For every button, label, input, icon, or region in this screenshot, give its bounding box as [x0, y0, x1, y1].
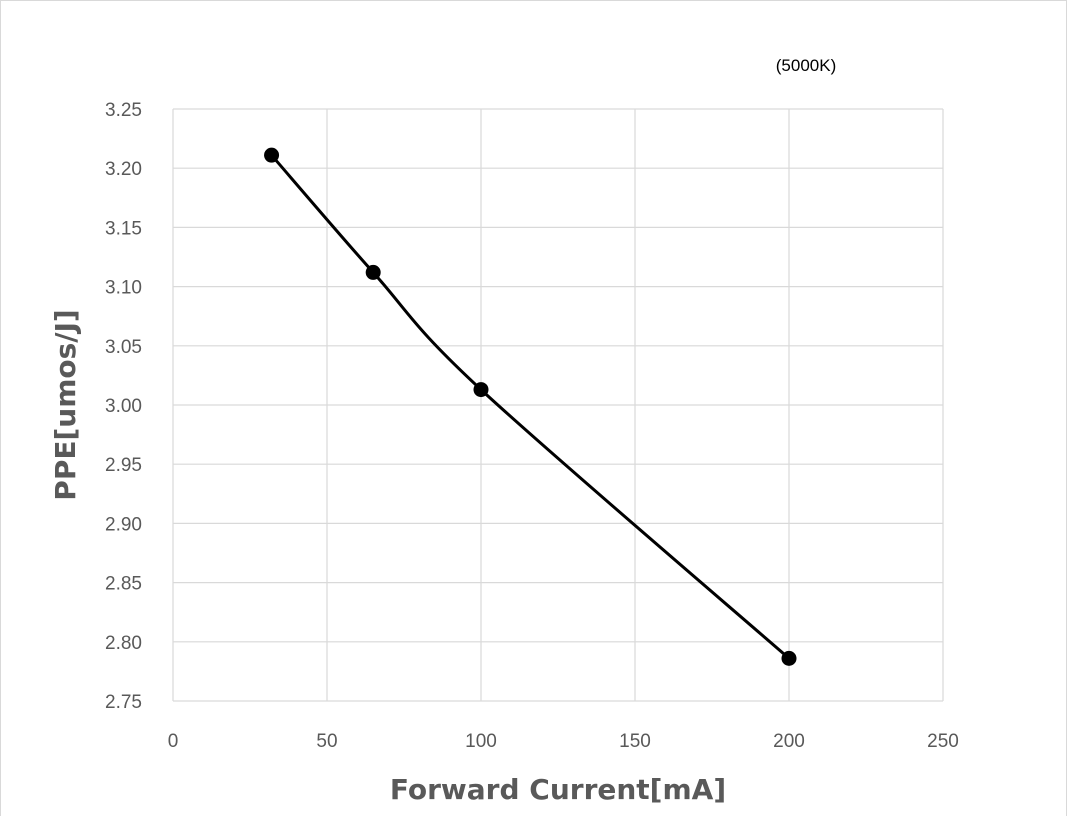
- x-axis-tick-labels: 0 50 100 150 200 250: [168, 731, 959, 752]
- y-axis-title: PPE[umos/J]: [49, 309, 82, 500]
- y-tick-label: 3.15: [105, 218, 142, 239]
- x-tick-label: 0: [168, 731, 179, 752]
- data-point-marker: [264, 147, 280, 163]
- x-tick-label: 100: [465, 731, 497, 752]
- y-tick-label: 2.95: [105, 455, 142, 476]
- y-tick-label: 3.00: [105, 396, 142, 417]
- y-tick-label: 3.10: [105, 278, 142, 299]
- color-temperature-note: (5000K): [776, 56, 836, 75]
- horizontal-gridlines: [173, 108, 943, 702]
- y-tick-label: 2.75: [105, 692, 142, 713]
- x-tick-label: 250: [927, 731, 959, 752]
- data-point-marker: [473, 382, 489, 398]
- y-tick-label: 3.20: [105, 159, 142, 180]
- y-tick-label: 2.85: [105, 574, 142, 595]
- y-tick-label: 3.05: [105, 337, 142, 358]
- y-tick-label: 2.80: [105, 633, 142, 654]
- y-tick-label: 3.25: [105, 100, 142, 121]
- series-line: [270, 154, 790, 660]
- x-axis-title: Forward Current[mA]: [390, 773, 726, 806]
- x-tick-label: 200: [773, 731, 805, 752]
- series-layer: [264, 147, 797, 666]
- y-axis-tick-labels: 2.75 2.80 2.85 2.90 2.95 3.00 3.05 3.10 3.15 3.20…: [105, 100, 142, 713]
- y-tick-label: 2.90: [105, 514, 142, 535]
- data-point-marker: [781, 650, 797, 666]
- x-tick-label: 150: [619, 731, 651, 752]
- x-tick-label: 50: [316, 731, 337, 752]
- data-point-marker: [365, 264, 381, 280]
